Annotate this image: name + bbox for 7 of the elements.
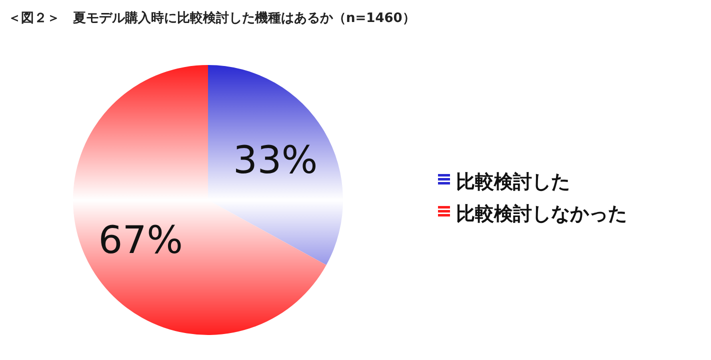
data-label: 33%: [233, 138, 318, 182]
pie-slice: [208, 65, 343, 266]
pie-slice: [73, 65, 326, 335]
legend-label: 比較検討した: [456, 171, 570, 193]
data-label: 67%: [98, 218, 183, 262]
chart-title: ＜図２＞ 夏モデル購入時に比較検討した機種はあるか（n=1460）: [8, 10, 416, 26]
legend-label: 比較検討しなかった: [456, 203, 627, 225]
